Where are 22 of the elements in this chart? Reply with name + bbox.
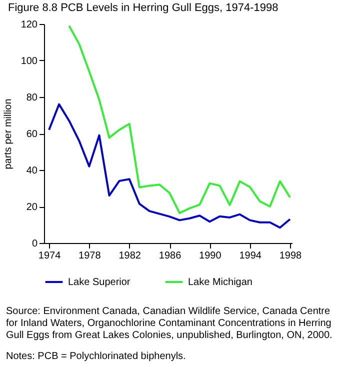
line-series <box>48 103 291 229</box>
x-tick-label: 1974 <box>38 250 62 262</box>
x-tick-label: 1982 <box>118 250 142 262</box>
line-series <box>68 24 291 214</box>
x-tick-label: 1986 <box>158 250 182 262</box>
y-axis-title: parts per million <box>2 98 14 170</box>
x-tick-label: 1990 <box>199 250 222 262</box>
x-tick-label: 1998 <box>279 250 302 262</box>
chart-title: Figure 8.8 PCB Levels in Herring Gull Eggs, 1974-1998 <box>8 2 278 14</box>
y-tick-label: 60 <box>26 129 38 140</box>
y-tick-label: 0 <box>32 238 38 250</box>
x-tick-label: 1978 <box>78 250 102 262</box>
source-note: Source: Environment Canada, Canadian Wildlife Service, Canada Centre for Inland Waters, Organochlorine Contaminant Concentrations in Herring Gull Eggs from Great Lakes Colonies, unpublished, Burlington, ON, 2000. <box>6 306 334 342</box>
legend-label: Lake Superior <box>68 277 131 288</box>
x-tick-label: 1994 <box>239 250 262 262</box>
y-tick-label: 120 <box>20 20 38 30</box>
text: Notes: PCB = Polychlorinated biphenyls. <box>6 351 187 363</box>
y-tick-label: 100 <box>20 56 38 67</box>
y-tick-label: 20 <box>26 202 38 213</box>
y-tick-label: 80 <box>26 92 38 104</box>
y-tick-label: 40 <box>26 166 38 176</box>
legend-label: Lake Michigan <box>188 277 252 288</box>
